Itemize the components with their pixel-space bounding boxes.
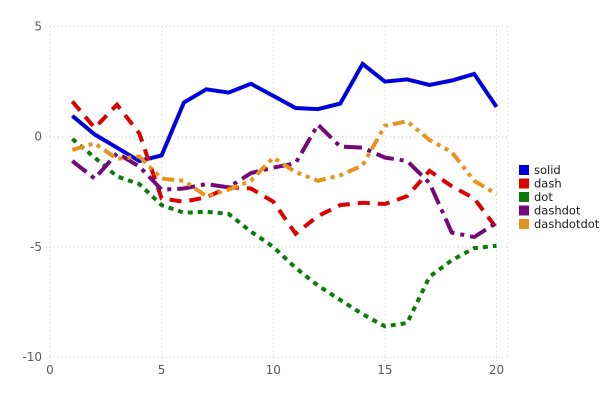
y-tick-label-5: 5 [34, 19, 42, 33]
legend-label-dash: dash [534, 177, 562, 191]
legend-swatch-dot [519, 192, 529, 202]
legend-item-dashdotdot: dashdotdot [519, 217, 600, 231]
legend-swatch-dashdot [519, 205, 529, 216]
x-tick-label-5: 5 [158, 363, 166, 377]
y-tick-label--5: -5 [30, 240, 42, 254]
x-tick-label-20: 20 [489, 363, 504, 377]
legend-item-dashdot: dashdot [519, 204, 581, 218]
legend-item-dot: dot [519, 190, 553, 204]
legend-label-dashdot: dashdot [534, 204, 581, 218]
y-tick-label-0: 0 [34, 130, 42, 144]
x-tick-label-0: 0 [46, 363, 54, 377]
series-line-dash [70, 100, 499, 237]
legend-swatch-dashdotdot [519, 219, 529, 229]
legend-label-dashdotdot: dashdotdot [534, 217, 600, 231]
legend-swatch-solid [519, 165, 529, 175]
legend-swatch-dash [519, 178, 529, 189]
legend-item-solid: solid [519, 163, 561, 177]
legend-item-dash: dash [519, 177, 562, 191]
x-tick-label-15: 15 [377, 363, 392, 377]
series-line-dashdotdot [71, 119, 498, 199]
legend-label-dot: dot [534, 190, 553, 204]
y-tick-label--10: -10 [22, 350, 42, 364]
legend-label-solid: solid [534, 163, 561, 177]
series-line-dot [71, 137, 497, 329]
x-tick-label-10: 10 [266, 363, 281, 377]
